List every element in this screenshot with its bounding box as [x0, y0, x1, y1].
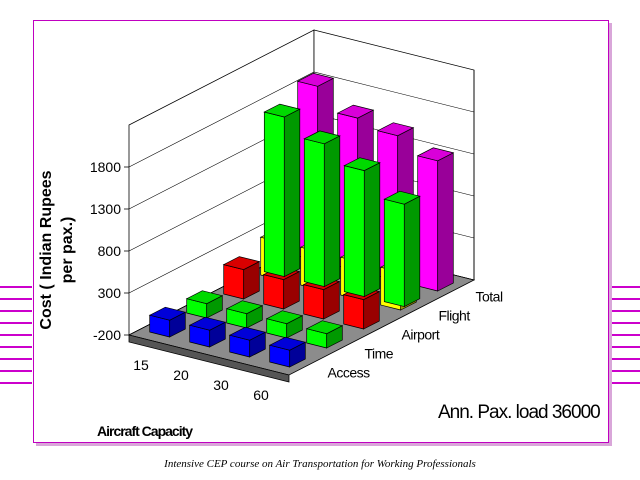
bar-top	[376, 122, 415, 137]
y-tick-label: -200	[93, 327, 121, 343]
bar-side	[403, 195, 421, 308]
bar-top	[296, 72, 335, 87]
bar-access-30	[228, 326, 267, 358]
bar-front	[417, 155, 439, 292]
bar-top	[148, 306, 187, 321]
bar-green-15	[263, 103, 301, 278]
bar-top	[303, 130, 341, 145]
bar-top	[222, 256, 261, 270]
bar-access-15	[148, 306, 187, 338]
bar-side	[323, 135, 341, 288]
bar-access-60	[268, 336, 307, 368]
bar-top	[188, 316, 227, 331]
x-tick-label: 15	[133, 357, 149, 373]
bar-front	[263, 111, 285, 278]
z-tick-label: Flight	[439, 308, 471, 324]
bar-side	[283, 108, 301, 278]
bar-green-30	[343, 157, 381, 298]
bar-top	[225, 300, 264, 315]
bar-total-60	[416, 147, 455, 292]
bar-front	[383, 198, 405, 308]
bar-top	[336, 104, 375, 119]
y-tick-label: 800	[98, 243, 122, 259]
bar-access-20	[188, 316, 227, 348]
bar-top	[383, 190, 421, 205]
y-gridline	[128, 71, 475, 168]
x-tick-label: 30	[213, 377, 229, 393]
x-tick-label: 60	[253, 387, 269, 403]
bar-top	[263, 103, 301, 118]
bar-top	[268, 336, 307, 351]
bar-airport-15	[222, 256, 261, 300]
bar-side	[437, 152, 454, 292]
y-tick-label: 1300	[90, 201, 121, 217]
bar-top	[228, 326, 267, 341]
y-axis-label-line2: per pax.)	[59, 217, 76, 284]
bar-time-20	[225, 300, 264, 329]
z-tick-label: Access	[328, 365, 371, 381]
bar-time-60	[305, 320, 344, 349]
bar-front	[343, 165, 365, 298]
bar-front	[263, 274, 285, 310]
bar-front	[343, 294, 365, 330]
y-tick-label: 1800	[90, 159, 121, 175]
bar-front	[303, 138, 325, 288]
bar-green-20	[303, 130, 341, 288]
right-stripes-decoration	[612, 286, 640, 394]
bar-time-30	[265, 310, 304, 339]
bar-top	[343, 157, 381, 171]
bar-front	[223, 264, 245, 300]
z-tick-label: Airport	[402, 327, 440, 343]
left-stripes-decoration	[0, 286, 32, 394]
annotation-pax-load: Ann. Pax. load 36000	[438, 402, 600, 423]
floor-edge	[128, 334, 290, 383]
x-tick-label: 20	[173, 367, 189, 383]
bar-top	[305, 320, 344, 335]
chart-labels: -200 300 800 1300 1800 15 20 30 60 Access Time Airp…	[38, 159, 601, 439]
bar-top	[416, 147, 455, 162]
z-tick-label: Time	[365, 346, 394, 362]
bar-top	[265, 310, 304, 325]
bar-green-60	[383, 190, 421, 308]
y-axis-label-line1: Cost ( Indian Rupees	[38, 170, 55, 329]
bar-side	[363, 162, 381, 298]
x-axis-label: Aircraft Capacity	[97, 423, 193, 439]
bar-time-15	[185, 290, 224, 319]
footer-caption: Intensive CEP course on Air Transportati…	[164, 458, 476, 470]
bar-top	[185, 290, 224, 305]
z-tick-label: Total	[476, 289, 503, 305]
chart-bars	[148, 72, 455, 368]
y-tick-label: 300	[98, 285, 122, 301]
bar-front	[303, 284, 325, 320]
